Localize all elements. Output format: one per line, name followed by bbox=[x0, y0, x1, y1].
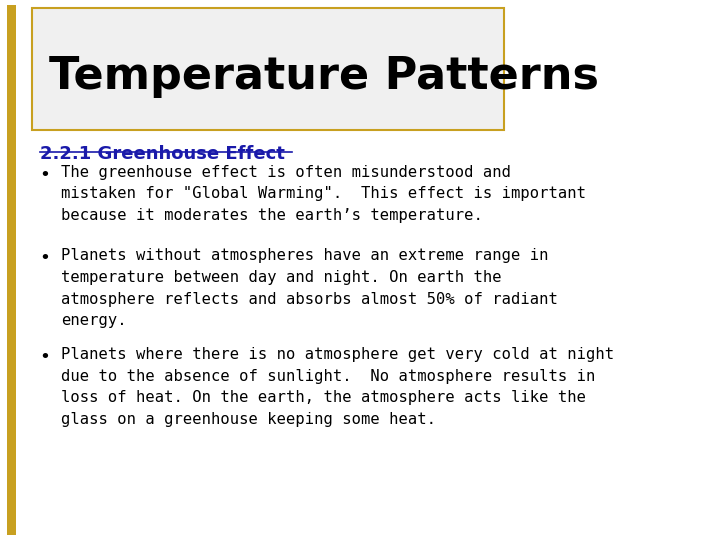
Text: Planets where there is no atmosphere get very cold at night
due to the absence o: Planets where there is no atmosphere get… bbox=[61, 347, 614, 427]
Text: Planets without atmospheres have an extreme range in
temperature between day and: Planets without atmospheres have an extr… bbox=[61, 248, 558, 328]
Text: The greenhouse effect is often misunderstood and
mistaken for "Global Warming". : The greenhouse effect is often misunders… bbox=[61, 165, 586, 223]
Text: Temperature Patterns: Temperature Patterns bbox=[49, 55, 599, 98]
Text: •: • bbox=[40, 249, 50, 267]
Text: 2.2.1 Greenhouse Effect: 2.2.1 Greenhouse Effect bbox=[40, 145, 284, 163]
Text: •: • bbox=[40, 166, 50, 184]
Text: •: • bbox=[40, 348, 50, 366]
